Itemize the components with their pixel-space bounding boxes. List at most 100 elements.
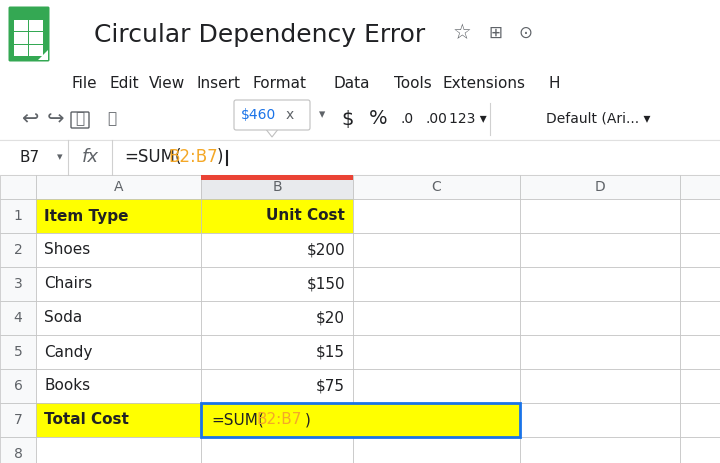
Text: $: $: [342, 110, 354, 129]
Text: ⊞: ⊞: [488, 24, 502, 42]
Bar: [520, 175, 680, 199]
Bar: [353, 301, 520, 335]
Bar: [201, 267, 353, 301]
Bar: [520, 369, 680, 403]
Bar: [680, 369, 720, 403]
Bar: [36, 199, 201, 233]
Bar: [680, 233, 720, 267]
Bar: [520, 403, 680, 437]
Text: C: C: [431, 180, 441, 194]
Text: D: D: [595, 180, 606, 194]
Text: 🖨: 🖨: [76, 112, 84, 126]
Bar: [0, 403, 36, 437]
Bar: [680, 437, 720, 463]
Text: Chairs: Chairs: [44, 276, 92, 292]
Bar: [520, 301, 680, 335]
FancyBboxPatch shape: [234, 100, 310, 130]
Bar: [36, 233, 201, 267]
Text: File: File: [71, 76, 96, 92]
Bar: [680, 403, 720, 437]
Bar: [36, 403, 201, 437]
Bar: [201, 335, 353, 369]
Bar: [680, 267, 720, 301]
Text: Data: Data: [334, 76, 370, 92]
Bar: [265, 126, 279, 129]
Bar: [353, 175, 520, 199]
Bar: [14, 32, 28, 44]
Bar: [520, 335, 680, 369]
Bar: [0, 175, 720, 199]
Text: ): ): [217, 149, 223, 167]
Bar: [520, 233, 680, 267]
Bar: [520, 437, 680, 463]
Bar: [36, 267, 201, 301]
Text: .0: .0: [400, 112, 413, 126]
Bar: [353, 267, 520, 301]
Text: B7: B7: [20, 150, 40, 165]
Bar: [353, 437, 520, 463]
Bar: [201, 199, 353, 233]
Text: Books: Books: [44, 378, 90, 394]
Text: ↪: ↪: [48, 109, 65, 129]
Text: Default (Ari... ▾: Default (Ari... ▾: [546, 112, 650, 126]
Polygon shape: [265, 128, 279, 137]
Text: H: H: [548, 76, 559, 92]
Bar: [680, 335, 720, 369]
Text: fx: fx: [81, 149, 99, 167]
Text: Edit: Edit: [109, 76, 139, 92]
Bar: [680, 301, 720, 335]
Text: $75: $75: [316, 378, 345, 394]
Bar: [201, 437, 353, 463]
Text: A: A: [114, 180, 123, 194]
Text: B: B: [272, 180, 282, 194]
Text: Insert: Insert: [196, 76, 240, 92]
Text: Circular Dependency Error: Circular Dependency Error: [94, 23, 426, 47]
Text: ↩: ↩: [22, 109, 39, 129]
Bar: [36, 301, 201, 335]
Bar: [0, 140, 720, 175]
Text: 123 ▾: 123 ▾: [449, 112, 487, 126]
Text: %: %: [369, 110, 387, 129]
Bar: [14, 44, 28, 56]
Bar: [201, 175, 353, 199]
Bar: [0, 301, 36, 335]
Bar: [520, 199, 680, 233]
Bar: [36, 437, 201, 463]
Text: $150: $150: [307, 276, 345, 292]
Text: Total Cost: Total Cost: [44, 413, 129, 427]
Bar: [36, 335, 201, 369]
Bar: [353, 335, 520, 369]
Bar: [14, 20, 28, 31]
Bar: [29, 44, 43, 56]
Bar: [36, 369, 201, 403]
Text: $20: $20: [316, 311, 345, 325]
Bar: [680, 175, 720, 199]
Text: 4: 4: [14, 311, 22, 325]
Bar: [201, 301, 353, 335]
Text: Item Type: Item Type: [44, 208, 128, 224]
Text: 1: 1: [14, 209, 22, 223]
Text: .00: .00: [425, 112, 447, 126]
Bar: [353, 199, 520, 233]
Bar: [353, 233, 520, 267]
Text: 8: 8: [14, 447, 22, 461]
Text: Unit Cost: Unit Cost: [266, 208, 345, 224]
Text: =SUM(: =SUM(: [211, 413, 264, 427]
Text: 5: 5: [14, 345, 22, 359]
Text: Extensions: Extensions: [443, 76, 526, 92]
Polygon shape: [38, 50, 48, 60]
Text: B2:B7: B2:B7: [257, 413, 302, 427]
Bar: [0, 335, 36, 369]
Bar: [0, 175, 720, 463]
Bar: [201, 175, 353, 180]
Bar: [680, 199, 720, 233]
Text: $460: $460: [240, 108, 276, 122]
Bar: [0, 437, 36, 463]
Bar: [0, 267, 36, 301]
FancyBboxPatch shape: [71, 112, 89, 128]
Text: ▾: ▾: [57, 152, 63, 163]
Bar: [0, 369, 36, 403]
Bar: [201, 369, 353, 403]
Text: ▾: ▾: [319, 108, 325, 121]
Text: Candy: Candy: [44, 344, 92, 359]
